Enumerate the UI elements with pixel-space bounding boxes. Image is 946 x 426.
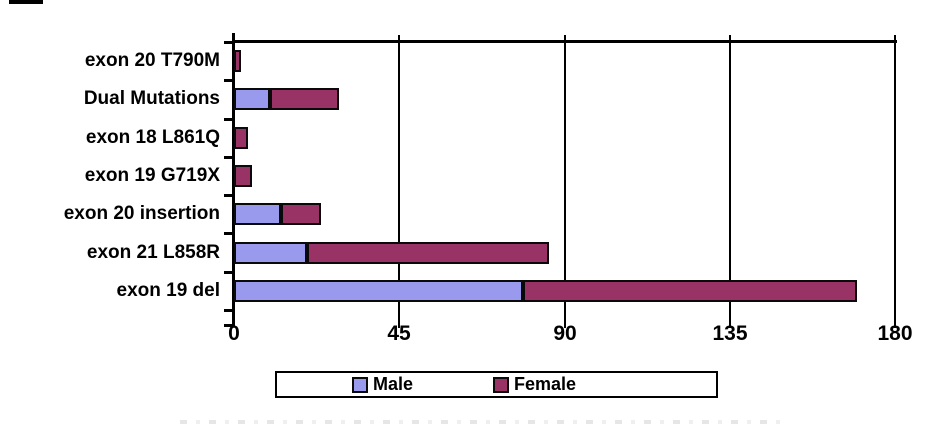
female-segment — [234, 165, 252, 187]
cropped-top-left-mark — [9, 0, 43, 4]
bar-exon-19-g719x — [234, 165, 252, 187]
category-label: exon 20 insertion — [63, 203, 220, 225]
bar-exon-19-del — [234, 280, 857, 302]
female-segment — [523, 280, 857, 302]
bar-exon-18-l861q — [234, 127, 248, 149]
y-axis-tick — [224, 309, 233, 312]
gridline-x-90 — [564, 35, 566, 328]
category-label: exon 18 L861Q — [85, 126, 220, 148]
male-segment — [234, 88, 270, 110]
male-segment — [234, 242, 307, 264]
female-segment — [281, 203, 321, 225]
legend-item-female: Female — [493, 373, 576, 396]
y-axis-tick — [224, 41, 233, 44]
gridline-x-135 — [729, 35, 731, 328]
bar-exon-21-l858r — [234, 242, 549, 264]
x-axis-origin-foot — [224, 324, 233, 327]
legend-label-female: Female — [514, 374, 577, 394]
bar-exon-20-insertion — [234, 203, 321, 225]
legend-box: Male Female — [275, 371, 718, 398]
gridline-x-180 — [894, 35, 896, 328]
x-tick-label-180: 180 — [877, 322, 913, 345]
category-label: exon 19 G719X — [84, 164, 220, 186]
category-label: exon 21 L858R — [86, 241, 220, 263]
male-segment — [234, 203, 281, 225]
cropped-caption-remnant — [180, 420, 780, 424]
x-tick-label-45: 45 — [387, 322, 411, 345]
female-series-swatch-icon — [493, 376, 509, 393]
male-series-swatch-icon — [352, 376, 368, 393]
category-label: Dual Mutations — [83, 88, 220, 110]
x-tick-label-90: 90 — [553, 322, 577, 345]
category-label: exon 20 T790M — [84, 50, 220, 72]
male-segment — [234, 280, 523, 302]
bar-exon-20-t790m — [234, 50, 241, 72]
y-axis-tick — [224, 156, 233, 159]
bar-dual-mutations — [234, 88, 339, 110]
category-axis-labels: exon 20 T790M Dual Mutations exon 18 L861Q… — [0, 42, 226, 310]
y-axis-tick — [224, 232, 233, 235]
female-segment — [234, 127, 248, 149]
y-axis-line — [232, 33, 235, 327]
category-label: exon 19 del — [116, 279, 221, 301]
female-segment — [307, 242, 549, 264]
y-axis-tick — [224, 271, 233, 274]
female-segment — [270, 88, 339, 110]
female-segment — [234, 50, 241, 72]
gridline-x-45 — [398, 35, 400, 328]
x-tick-label-0: 0 — [228, 322, 240, 345]
legend-item-male: Male — [352, 373, 413, 396]
y-axis-tick — [224, 194, 233, 197]
legend-label-male: Male — [373, 374, 414, 394]
y-axis-tick — [224, 118, 233, 121]
y-axis-tick — [224, 79, 233, 82]
x-tick-label-135: 135 — [712, 322, 748, 345]
